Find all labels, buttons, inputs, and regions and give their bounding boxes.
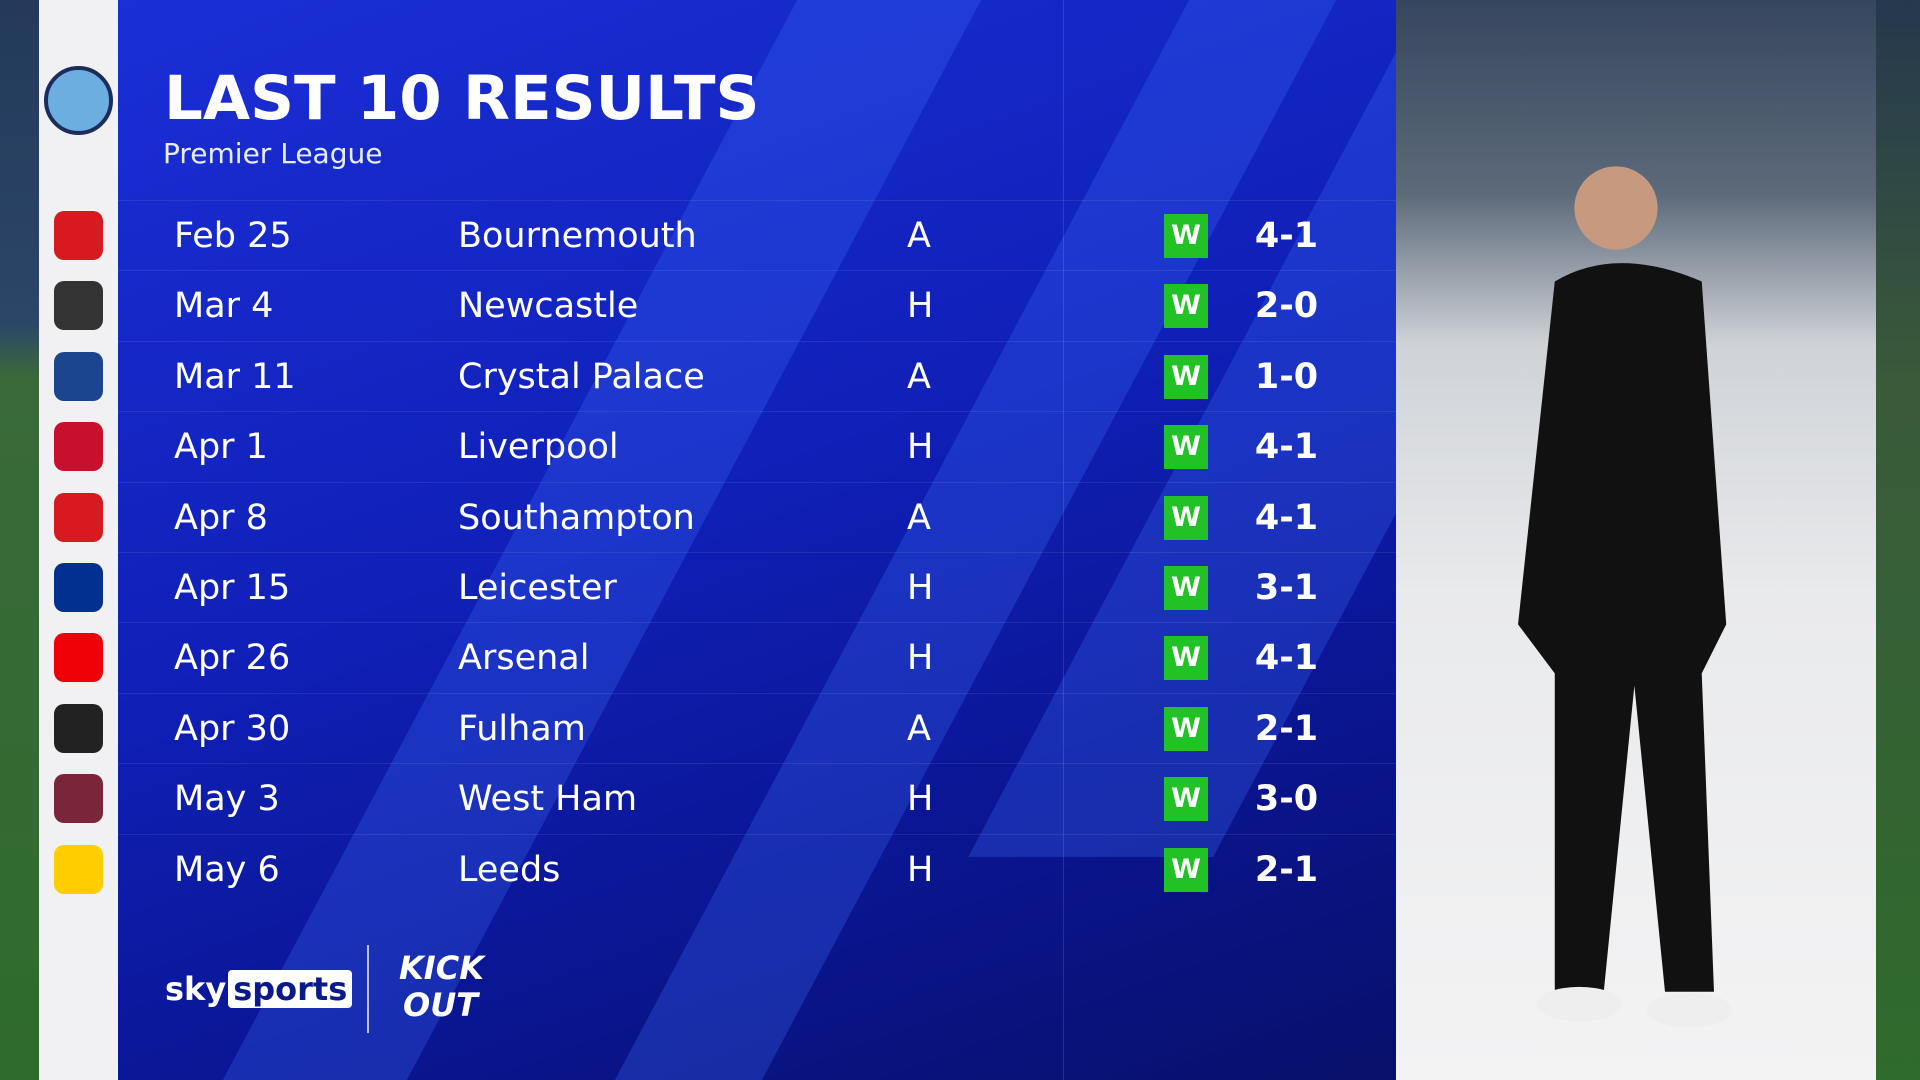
leicester-crest-icon <box>54 563 103 612</box>
stadium-background-left <box>0 0 39 1080</box>
opponent-name: Crystal Palace <box>458 356 705 397</box>
logo-text-sky: sky <box>165 970 227 1008</box>
results-panel <box>118 0 1396 1080</box>
result-row: Mar 4 Newcastle H W 2-0 <box>118 270 1396 341</box>
match-date: Mar 4 <box>174 286 274 327</box>
score: 2-1 <box>1254 708 1319 749</box>
opponent-name: Southampton <box>458 497 695 538</box>
crystal-palace-crest-icon <box>54 351 103 401</box>
newcastle-crest-icon <box>54 281 103 331</box>
score: 4-1 <box>1254 497 1319 538</box>
result-row: May 3 West Ham H W 3-0 <box>118 763 1396 834</box>
opponent-name: Bournemouth <box>458 216 697 256</box>
result-row: Apr 26 Arsenal H W 4-1 <box>118 622 1396 693</box>
result-badge: W <box>1164 777 1208 822</box>
opponent-name: Arsenal <box>458 638 590 679</box>
result-badge: W <box>1164 354 1208 399</box>
result-badge: W <box>1164 214 1208 258</box>
manager-photo <box>1396 0 1876 1080</box>
liverpool-crest-icon <box>54 422 103 472</box>
result-row: Apr 30 Fulham A W 2-1 <box>118 692 1396 764</box>
venue: A <box>907 497 931 538</box>
stadium-background-right <box>1876 0 1920 1080</box>
bournemouth-crest-icon <box>54 211 103 260</box>
result-badge: W <box>1164 284 1208 329</box>
result-row: May 6 Leeds H W 2-1 <box>118 833 1396 905</box>
match-date: Apr 1 <box>174 427 268 468</box>
score: 4-1 <box>1254 216 1319 256</box>
score: 3-1 <box>1254 568 1319 608</box>
score: 3-0 <box>1254 779 1319 820</box>
logo-text-sports: sports <box>228 970 353 1008</box>
venue: H <box>907 779 934 820</box>
match-date: Apr 26 <box>174 638 291 679</box>
result-row: Mar 11 Crystal Palace A W 1-0 <box>118 340 1396 412</box>
opponent-name: Leicester <box>458 568 617 608</box>
opponent-name: Newcastle <box>458 286 639 327</box>
score: 2-0 <box>1254 286 1319 327</box>
page-title: LAST 10 RESULTS <box>164 63 760 134</box>
score: 1-0 <box>1254 356 1319 397</box>
venue: H <box>907 638 934 679</box>
result-row: Feb 25 Bournemouth A W 4-1 <box>118 200 1396 271</box>
result-badge: W <box>1164 425 1208 470</box>
venue: H <box>907 427 934 468</box>
result-badge: W <box>1164 847 1208 892</box>
sky-sports-logo: sky sports <box>165 970 353 1008</box>
match-date: Apr 8 <box>174 497 268 538</box>
opponent-name: Fulham <box>458 708 586 749</box>
match-date: Apr 15 <box>174 568 291 608</box>
venue: A <box>907 708 931 749</box>
score: 2-1 <box>1254 849 1319 890</box>
result-row: Apr 8 Southampton A W 4-1 <box>118 481 1396 553</box>
result-row: Apr 15 Leicester H W 3-1 <box>118 552 1396 623</box>
score: 4-1 <box>1254 427 1319 468</box>
result-badge: W <box>1164 566 1208 610</box>
kick-it-out-logo: KICK OUT <box>399 949 484 1024</box>
score: 4-1 <box>1254 638 1319 679</box>
venue: H <box>907 568 934 608</box>
match-date: Apr 30 <box>174 708 291 749</box>
result-badge: W <box>1164 495 1208 540</box>
column-divider <box>1063 0 1064 1080</box>
logo-divider <box>367 945 369 1033</box>
match-date: May 3 <box>174 779 280 820</box>
opponent-name: Leeds <box>458 849 561 890</box>
match-date: May 6 <box>174 849 280 890</box>
match-date: Feb 25 <box>174 216 292 256</box>
manchester-city-crest-icon <box>44 66 113 135</box>
result-badge: W <box>1164 636 1208 681</box>
opponent-name: West Ham <box>458 779 638 820</box>
match-date: Mar 11 <box>174 356 296 397</box>
manager-figure <box>1518 166 1733 1028</box>
venue: H <box>907 286 934 327</box>
competition-subtitle: Premier League <box>163 137 383 170</box>
arsenal-crest-icon <box>54 633 103 683</box>
west-ham-crest-icon <box>54 774 103 824</box>
result-row: Apr 1 Liverpool H W 4-1 <box>118 411 1396 482</box>
leeds-crest-icon <box>54 844 103 894</box>
result-badge: W <box>1164 706 1208 751</box>
southampton-crest-icon <box>54 492 103 542</box>
fulham-crest-icon <box>54 703 103 753</box>
venue: H <box>907 849 934 890</box>
venue: A <box>907 216 931 256</box>
opponent-name: Liverpool <box>458 427 619 468</box>
venue: A <box>907 356 931 397</box>
